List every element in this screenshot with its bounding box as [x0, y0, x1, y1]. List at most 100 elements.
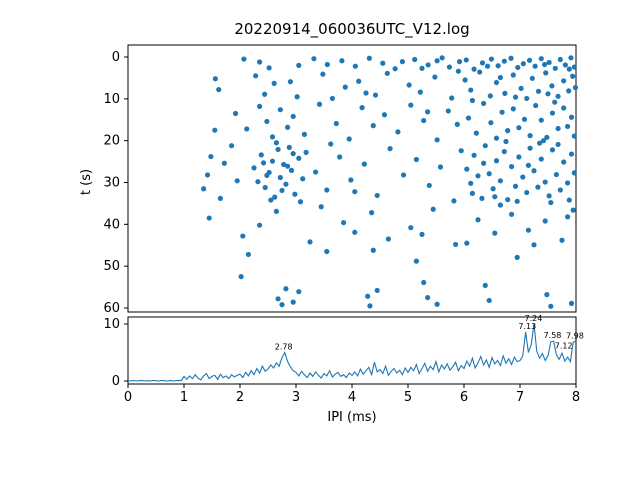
scatter-point [497, 178, 503, 184]
scatter-point [570, 73, 576, 79]
scatter-point [475, 173, 481, 179]
scatter-point [425, 62, 431, 68]
scatter-point [512, 183, 519, 189]
scatter-point [445, 108, 451, 114]
scatter-point [555, 141, 561, 148]
scatter-point [453, 241, 459, 248]
scatter-point [260, 160, 267, 166]
scatter-point [232, 110, 239, 117]
scatter-point [303, 149, 309, 155]
scatter-point [201, 186, 207, 192]
scatter-point [296, 62, 302, 68]
scatter-point [269, 134, 276, 140]
scatter-point [557, 187, 563, 193]
scatter-point [571, 64, 577, 70]
scatter-point [271, 80, 277, 86]
scatter-point [361, 161, 367, 167]
scatter-point [533, 102, 539, 109]
y-tick-label: 50 [103, 259, 120, 274]
scatter-point [493, 79, 500, 86]
scatter-point [568, 55, 574, 61]
scatter-point [434, 58, 440, 64]
scatter-point [356, 78, 362, 84]
y-tick-label: 20 [103, 134, 120, 149]
scatter-point [380, 60, 386, 66]
scatter-point [477, 69, 483, 75]
scatter-point [216, 87, 222, 93]
scatter-point [273, 208, 279, 214]
x-tick-label: 6 [460, 390, 468, 405]
scatter-point [464, 166, 470, 172]
scatter-point [333, 120, 339, 127]
x-tick-label: 1 [180, 390, 188, 405]
scatter-point [352, 229, 358, 235]
scatter-point [281, 161, 287, 168]
scatter-point [469, 97, 475, 104]
scatter-point [367, 303, 373, 309]
scatter-point [512, 94, 519, 100]
scatter-point [290, 299, 296, 305]
scatter-point [482, 282, 488, 289]
scatter-point [419, 65, 425, 71]
scatter-point [285, 124, 291, 130]
scatter-point [296, 289, 302, 295]
scatter-point [341, 220, 347, 226]
y-tick-label: 10 [103, 92, 120, 107]
peak-annotation: 7.12 [555, 341, 573, 350]
scatter-point [555, 125, 561, 132]
scatter-point [525, 227, 532, 233]
scatter-point [296, 155, 302, 161]
scatter-point [568, 151, 575, 157]
scatter-point [468, 87, 474, 93]
scatter-point [385, 236, 391, 242]
scatter-point [516, 125, 522, 131]
scatter-point [348, 177, 354, 183]
scatter-point [527, 145, 533, 151]
scatter-point [352, 63, 358, 69]
scatter-point [426, 182, 432, 189]
scatter-point [568, 300, 575, 306]
scatter-point [204, 172, 211, 178]
x-tick-label: 3 [292, 390, 300, 405]
scatter-point [311, 56, 317, 62]
scatter-point [495, 63, 501, 69]
scatter-point [313, 169, 319, 175]
scatter-point [456, 59, 463, 65]
x-tick-label: 7 [516, 390, 524, 405]
scatter-point [497, 74, 503, 81]
scatter-point [257, 222, 263, 228]
scatter-point [471, 66, 477, 72]
scatter-point [288, 167, 295, 173]
scatter-point [212, 76, 218, 82]
scatter-point [509, 164, 515, 170]
scatter-point [324, 187, 330, 193]
scatter-point [253, 73, 259, 79]
chart-title: 20220914_060036UTC_V12.log [234, 20, 469, 39]
scatter-point [432, 74, 438, 80]
scatter-point [492, 194, 498, 200]
scatter-point [316, 101, 323, 107]
scatter-point [370, 247, 376, 253]
scatter-point [527, 133, 533, 139]
scatter-point [300, 176, 306, 182]
peak-annotation: 7.13 [518, 322, 536, 331]
scatter-point [488, 56, 495, 62]
scatter-point [546, 59, 552, 66]
scatter-point [392, 66, 398, 72]
x-tick-label: 0 [124, 390, 132, 405]
scatter-point [482, 143, 488, 149]
y-tick-label: 0 [112, 374, 120, 389]
scatter-point [561, 78, 567, 84]
scatter-point [268, 197, 274, 203]
scatter-point [505, 128, 511, 134]
scatter-point [570, 207, 576, 213]
scatter-point [287, 79, 293, 85]
scatter-point [518, 85, 524, 91]
scatter-point [421, 279, 427, 286]
scatter-point [269, 158, 276, 164]
scatter-point [532, 63, 538, 69]
peak-annotation: 7.24 [525, 314, 543, 323]
scatter-point [529, 75, 535, 81]
scatter-point [542, 179, 548, 185]
scatter-point [257, 103, 263, 109]
